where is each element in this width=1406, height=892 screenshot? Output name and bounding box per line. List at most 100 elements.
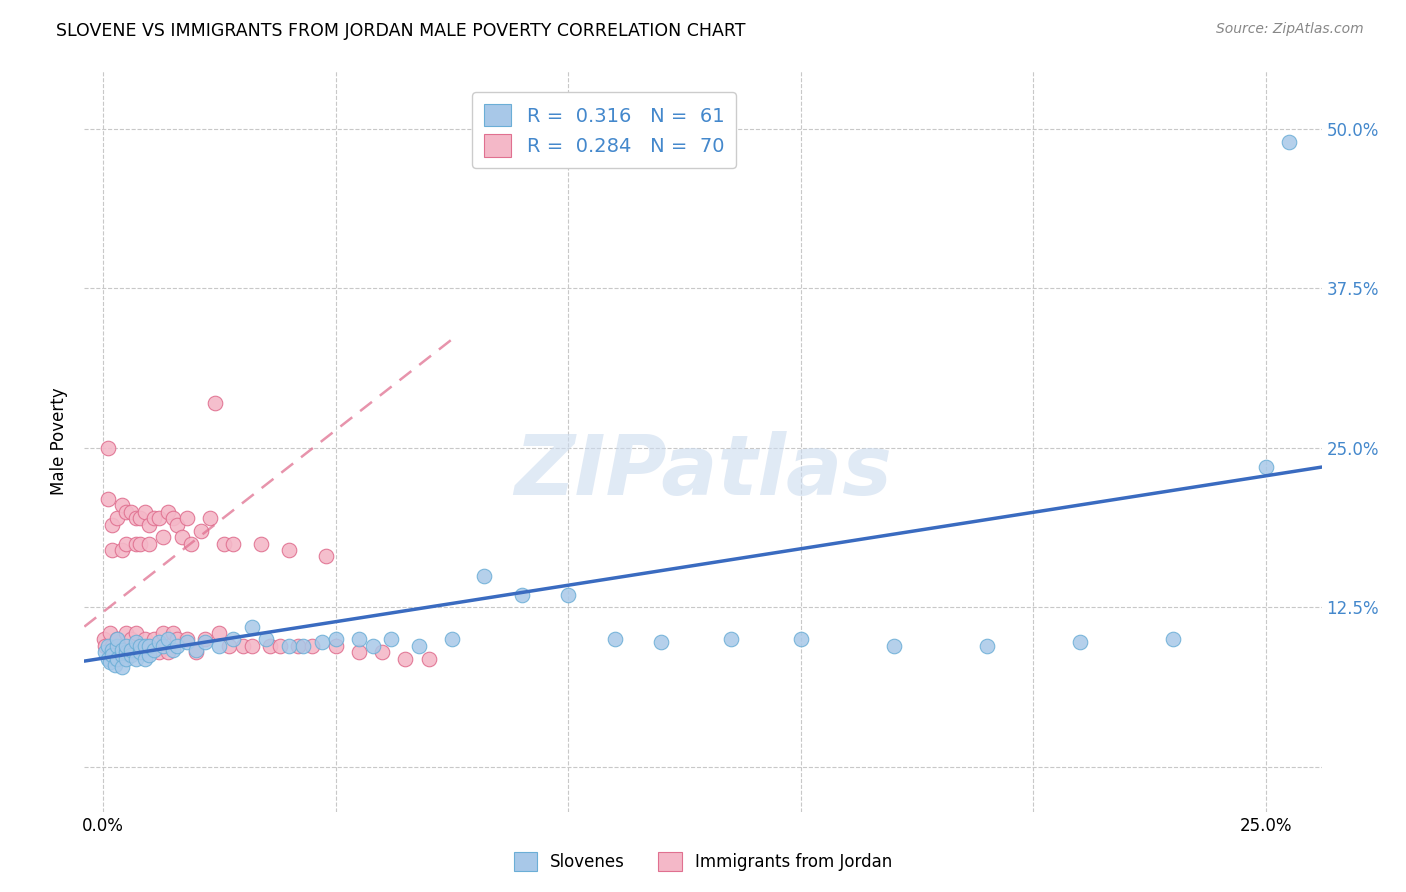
Point — [184, 645, 207, 659]
Legend: Slovenes, Immigrants from Jordan: Slovenes, Immigrants from Jordan — [505, 843, 901, 880]
Point — [180, 536, 202, 550]
Point — [184, 642, 207, 657]
Point — [254, 632, 277, 647]
Point — [105, 632, 128, 647]
Point — [110, 639, 132, 653]
Point — [208, 626, 231, 640]
Point — [124, 536, 146, 550]
Point — [371, 645, 394, 659]
Point — [105, 645, 128, 659]
Point — [115, 645, 138, 659]
Point — [101, 543, 124, 558]
Point — [115, 626, 138, 640]
Point — [115, 639, 138, 653]
Point — [1254, 460, 1277, 475]
Point — [287, 639, 309, 653]
Point — [101, 517, 124, 532]
Point — [361, 639, 384, 653]
Point — [347, 632, 370, 647]
Point — [101, 648, 124, 662]
Point — [129, 645, 152, 659]
Point — [105, 639, 128, 653]
Point — [162, 511, 184, 525]
Point — [1161, 632, 1184, 647]
Point — [101, 639, 124, 653]
Point — [162, 626, 184, 640]
Point — [176, 635, 198, 649]
Point — [129, 645, 152, 659]
Point — [115, 651, 138, 665]
Point — [138, 648, 160, 662]
Point — [157, 505, 180, 519]
Point — [198, 511, 221, 525]
Point — [301, 639, 323, 653]
Point — [394, 651, 416, 665]
Point — [115, 536, 138, 550]
Point — [1278, 135, 1301, 149]
Point — [157, 645, 180, 659]
Point — [124, 511, 146, 525]
Point — [222, 536, 245, 550]
Point — [120, 505, 142, 519]
Point — [104, 657, 127, 672]
Point — [134, 632, 156, 647]
Point — [291, 639, 314, 653]
Point — [170, 530, 193, 544]
Point — [138, 536, 160, 550]
Legend: R =  0.316   N =  61, R =  0.284   N =  70: R = 0.316 N = 61, R = 0.284 N = 70 — [472, 92, 735, 169]
Point — [1069, 635, 1091, 649]
Point — [143, 632, 166, 647]
Point — [129, 639, 152, 653]
Point — [474, 568, 496, 582]
Point — [138, 639, 160, 653]
Point — [157, 632, 180, 647]
Point — [124, 626, 146, 640]
Point — [97, 639, 120, 653]
Point — [218, 639, 240, 653]
Point — [98, 626, 121, 640]
Point — [97, 491, 120, 506]
Point — [143, 642, 166, 657]
Point — [789, 632, 811, 647]
Point — [603, 632, 626, 647]
Point — [231, 639, 253, 653]
Point — [240, 620, 263, 634]
Point — [194, 635, 217, 649]
Point — [380, 632, 402, 647]
Point — [134, 651, 156, 665]
Point — [212, 536, 235, 550]
Point — [148, 645, 170, 659]
Point — [166, 639, 188, 653]
Point — [278, 543, 301, 558]
Point — [94, 645, 117, 659]
Point — [176, 511, 198, 525]
Point — [105, 651, 128, 665]
Point — [97, 651, 120, 665]
Point — [510, 588, 533, 602]
Y-axis label: Male Poverty: Male Poverty — [51, 388, 69, 495]
Point — [148, 511, 170, 525]
Point — [259, 639, 281, 653]
Text: ZIPatlas: ZIPatlas — [515, 431, 891, 512]
Point — [93, 632, 115, 647]
Point — [222, 632, 245, 647]
Point — [278, 639, 301, 653]
Point — [557, 588, 579, 602]
Point — [347, 645, 370, 659]
Point — [325, 632, 347, 647]
Point — [105, 511, 128, 525]
Point — [166, 632, 188, 647]
Point — [138, 639, 160, 653]
Text: Source: ZipAtlas.com: Source: ZipAtlas.com — [1216, 22, 1364, 37]
Point — [110, 499, 132, 513]
Point — [440, 632, 463, 647]
Point — [110, 642, 132, 657]
Point — [250, 536, 273, 550]
Point — [311, 635, 333, 649]
Point — [269, 639, 291, 653]
Point — [134, 505, 156, 519]
Point — [325, 639, 347, 653]
Point — [194, 632, 217, 647]
Point — [408, 639, 430, 653]
Point — [650, 635, 672, 649]
